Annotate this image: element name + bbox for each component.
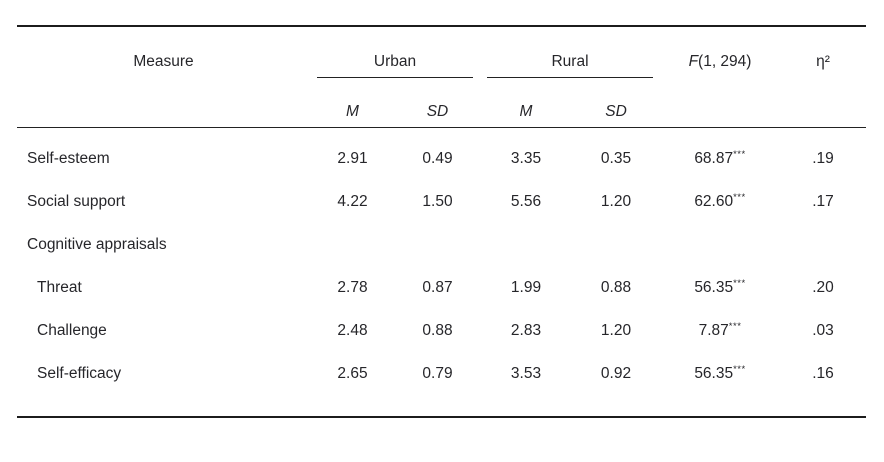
row-label: Threat <box>37 278 82 296</box>
significance-stars: *** <box>728 320 742 332</box>
f-value: 56.35 <box>694 278 734 296</box>
col-group-urban: Urban <box>310 27 480 78</box>
significance-stars: *** <box>733 363 746 375</box>
header-group-row: Measure Urban Rural F(1, 294) η² <box>17 27 866 78</box>
col-header-eta-squared: η² <box>816 53 830 70</box>
empty-header-cell <box>780 78 867 128</box>
col-header-rural-sd: SD <box>572 78 661 128</box>
section-label: Cognitive appraisals <box>27 235 167 253</box>
urban-sd-cell: 1.50 <box>422 192 453 210</box>
col-header-f-statistic: F(1, 294) <box>660 27 780 78</box>
f-value-cell: 7.87*** <box>660 309 780 352</box>
col-header-measure: Measure <box>133 53 194 70</box>
f-value: 62.60 <box>694 192 734 210</box>
row-label: Social support <box>27 192 126 210</box>
table-row-self-esteem: Self-esteem 2.91 0.49 3.35 0.35 68.87***… <box>17 128 866 181</box>
row-label: Self-esteem <box>27 149 110 167</box>
row-label: Self-efficacy <box>37 364 122 382</box>
table-section-row-cognitive-appraisals: Cognitive appraisals <box>17 223 866 266</box>
urban-sd-cell: 0.87 <box>422 278 453 296</box>
header-stat-row: M SD M SD <box>17 78 867 128</box>
col-header-urban-mean: M <box>310 78 395 128</box>
col-group-urban-label: Urban <box>317 34 473 78</box>
urban-sd-cell: 0.79 <box>422 364 453 382</box>
col-group-rural: Rural <box>480 27 660 78</box>
rural-sd-cell: 1.20 <box>600 192 632 210</box>
table-row-threat: Threat 2.78 0.87 1.99 0.88 56.35*** .20 <box>17 266 866 309</box>
f-value-cell: 68.87*** <box>660 128 780 181</box>
eta-squared-cell: .19 <box>812 149 834 167</box>
eta-squared-cell: .16 <box>812 364 834 382</box>
significance-stars: *** <box>733 148 746 160</box>
urban-mean-cell: 2.48 <box>337 321 368 339</box>
f-value: 68.87 <box>694 149 734 167</box>
rural-mean-cell: 2.83 <box>510 321 542 339</box>
urban-mean-cell: 4.22 <box>337 192 368 210</box>
f-value-cell: 56.35*** <box>660 352 780 395</box>
rural-sd-cell: 1.20 <box>600 321 632 339</box>
statistics-table-container: Measure Urban Rural F(1, 294) η² M SD M … <box>17 25 867 418</box>
eta-squared-cell: .20 <box>812 278 834 296</box>
f-value-cell: 56.35*** <box>660 266 780 309</box>
table-row-self-efficacy: Self-efficacy 2.65 0.79 3.53 0.92 56.35*… <box>17 352 866 395</box>
table-header: Measure Urban Rural F(1, 294) η² M SD M … <box>17 27 867 128</box>
rural-sd-cell: 0.92 <box>600 364 632 382</box>
f-value-cell: 62.60*** <box>660 180 780 223</box>
rural-mean-cell: 3.53 <box>510 364 542 382</box>
rural-sd-cell: 0.88 <box>600 278 632 296</box>
rural-mean-cell: 1.99 <box>510 278 542 296</box>
rural-mean-cell: 5.56 <box>510 192 542 210</box>
anova-results-table: Measure Urban Rural F(1, 294) η² M SD M … <box>17 27 867 396</box>
f-symbol: F <box>688 53 699 70</box>
empty-header-cell <box>17 78 310 128</box>
col-group-rural-label: Rural <box>487 34 654 78</box>
eta-squared-cell: .03 <box>812 321 834 339</box>
table-row-social-support: Social support 4.22 1.50 5.56 1.20 62.60… <box>17 180 866 223</box>
table-body: Self-esteem 2.91 0.49 3.35 0.35 68.87***… <box>17 128 866 396</box>
f-degrees-of-freedom: (1, 294) <box>698 53 752 70</box>
urban-mean-cell: 2.78 <box>337 278 368 296</box>
urban-mean-cell: 2.91 <box>337 149 368 167</box>
urban-sd-cell: 0.49 <box>422 149 453 167</box>
significance-stars: *** <box>733 191 746 203</box>
eta-squared-cell: .17 <box>812 192 834 210</box>
significance-stars: *** <box>733 277 746 289</box>
col-header-rural-mean: M <box>480 78 572 128</box>
urban-mean-cell: 2.65 <box>337 364 368 382</box>
empty-header-cell <box>660 78 781 128</box>
row-label: Challenge <box>37 321 107 339</box>
rural-sd-cell: 0.35 <box>600 149 632 167</box>
f-value: 7.87 <box>698 321 729 339</box>
rural-mean-cell: 3.35 <box>510 149 542 167</box>
urban-sd-cell: 0.88 <box>422 321 453 339</box>
table-row-challenge: Challenge 2.48 0.88 2.83 1.20 7.87*** .0… <box>17 309 866 352</box>
col-header-urban-sd: SD <box>395 78 480 128</box>
f-value: 56.35 <box>694 364 734 382</box>
